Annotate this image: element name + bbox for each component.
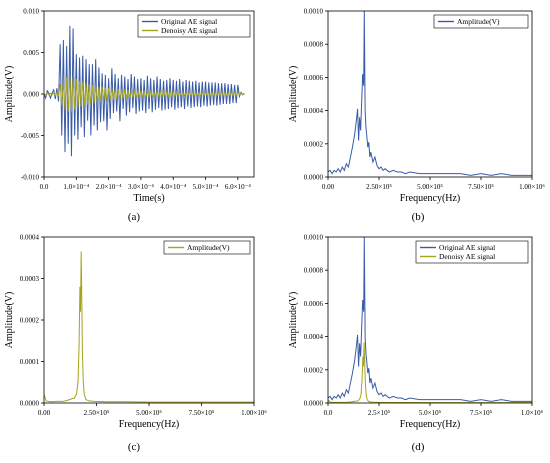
x-tick-label: 7.50×10⁵: [189, 409, 215, 417]
x-tick-label: 7.50×10⁵: [468, 183, 494, 191]
y-tick-label: 0.0000: [304, 174, 324, 182]
y-tick-label: -0.005: [21, 132, 40, 140]
legend-entry: Original AE signal: [439, 243, 495, 252]
x-tick-label: 7.5×10⁵: [470, 409, 493, 417]
x-axis-label: Frequency(Hz): [400, 193, 461, 204]
y-tick-label: 0.0004: [304, 107, 324, 115]
y-axis-label: Amplitude(V): [4, 66, 15, 123]
series-line-amplitude-v: [328, 11, 532, 176]
chart-panel-d: 0.0 2.5×10⁵ 5.0×10⁵ 7.5×10⁵ 1.0×10⁶ 0.0000 0.0…: [288, 234, 544, 454]
y-tick-label: 0.0003: [20, 275, 40, 283]
x-tick-label: 5.0×10⁻⁴: [193, 183, 219, 191]
x-tick-label: 2.0×10⁻⁴: [96, 183, 122, 191]
plot-frame: [327, 10, 533, 178]
y-tick-label: 0.0000: [20, 400, 40, 408]
y-tick-label: 0.0008: [304, 41, 324, 49]
x-tick-label: 3.0×10⁻⁴: [128, 183, 154, 191]
y-tick-label: 0.010: [23, 8, 39, 16]
y-axis-label: Amplitude(V): [288, 66, 299, 123]
legend-entry: Amplitude(V): [457, 17, 500, 26]
legend: Amplitude(V): [433, 14, 529, 29]
legend-entry: Original AE signal: [161, 17, 217, 26]
panel-caption: (b): [412, 211, 425, 223]
x-axis-label: Frequency(Hz): [400, 419, 461, 430]
x-axis-label: Frequency(Hz): [119, 419, 180, 430]
x-tick-label: 0.00: [38, 409, 51, 417]
legend-entry: Denoisy AE signal: [439, 252, 495, 261]
y-tick-label: 0.0001: [20, 358, 40, 366]
legend-box: [433, 14, 529, 29]
x-tick-label: 1.0×10⁻⁴: [63, 183, 89, 191]
y-tick-label: 0.0006: [304, 74, 324, 82]
legend-box: [415, 240, 529, 264]
series-line-original-ae-signal: [328, 237, 532, 402]
x-tick-label: 0.0: [324, 409, 333, 417]
x-tick-label: 5.00×10⁵: [417, 183, 443, 191]
series-line-amplitude-v: [44, 251, 254, 403]
x-tick-label: 0.00: [322, 183, 335, 191]
y-tick-label: 0.0000: [304, 400, 324, 408]
legend-entry: Denoisy AE signal: [161, 26, 217, 35]
y-tick-label: 0.0010: [304, 8, 324, 16]
x-tick-label: 2.5×10⁵: [368, 409, 391, 417]
x-tick-label: 1.0×10⁶: [521, 409, 544, 417]
y-axis-label: Amplitude(V): [288, 292, 299, 349]
y-tick-label: 0.0006: [304, 300, 324, 308]
x-tick-label: 5.00×10⁵: [136, 409, 162, 417]
x-tick-label: 1.00×10⁶: [241, 409, 267, 417]
series-line-original-ae-signal: [44, 25, 245, 157]
x-tick-label: 4.0×10⁻⁴: [160, 183, 186, 191]
y-tick-label: 0.000: [23, 91, 39, 99]
panel-caption: (a): [128, 211, 141, 223]
chart-panel-b: 0.00 2.50×10⁵ 5.00×10⁵ 7.50×10⁵ 1.00×10⁶ 0.00…: [288, 8, 545, 224]
legend: Amplitude(V): [163, 240, 251, 255]
y-tick-label: 0.0010: [304, 234, 324, 242]
series-line-denoisy-ae-signal: [44, 75, 245, 112]
panel-caption: (c): [128, 441, 141, 453]
chart-panel-c: 0.00 2.50×10⁵ 5.00×10⁵ 7.50×10⁵ 1.00×10⁶ 0.00…: [4, 234, 267, 454]
panel-caption: (d): [412, 441, 425, 453]
x-tick-label: 1.00×10⁶: [519, 183, 545, 191]
y-axis-label: Amplitude(V): [4, 292, 15, 349]
y-tick-label: 0.0008: [304, 267, 324, 275]
x-tick-label: 2.50×10⁵: [366, 183, 392, 191]
x-tick-label: 0.0: [40, 183, 49, 191]
legend-box: [137, 14, 251, 38]
y-tick-label: -0.010: [21, 174, 40, 182]
chart-panel-a: 0.0 1.0×10⁻⁴ 2.0×10⁻⁴ 3.0×10⁻⁴ 4.0×10⁻⁴ 5.0×1…: [4, 8, 255, 223]
plot-frame: [43, 236, 255, 404]
x-tick-label: 2.50×10⁵: [84, 409, 110, 417]
y-tick-label: 0.0002: [20, 317, 40, 325]
x-axis-label: Time(s): [133, 193, 164, 204]
legend-box: [163, 240, 251, 255]
x-tick-label: 5.0×10⁵: [419, 409, 442, 417]
y-tick-label: 0.0002: [304, 140, 324, 148]
y-tick-label: 0.0004: [304, 333, 324, 341]
y-tick-label: 0.0004: [20, 234, 40, 242]
x-tick-label: 6.0×10⁻⁴: [225, 183, 251, 191]
y-tick-label: 0.0002: [304, 366, 324, 374]
y-tick-label: 0.005: [23, 49, 39, 57]
legend-entry: Amplitude(V): [187, 243, 230, 252]
